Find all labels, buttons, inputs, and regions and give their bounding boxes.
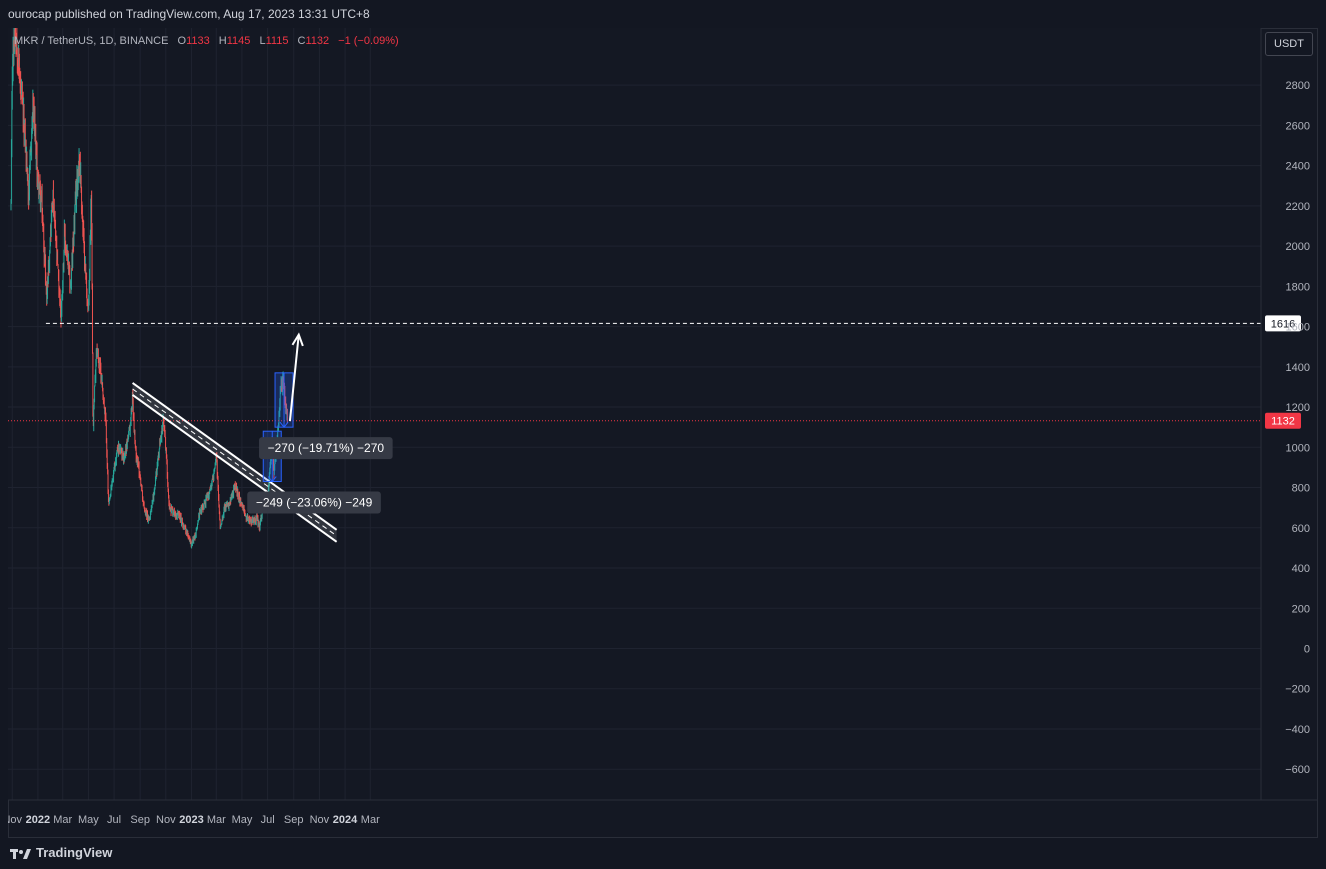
measure-label: −270 (−19.71%) −270: [268, 441, 385, 455]
price-tick-label: −600: [1285, 764, 1310, 776]
candles: [10, 28, 288, 549]
price-axis[interactable]: 2800260024002200200018001600140012001000…: [1260, 28, 1310, 800]
time-tick-label: Mar: [207, 814, 226, 826]
price-tick-label: 0: [1304, 644, 1310, 656]
high-label: H: [218, 35, 227, 47]
currency-button[interactable]: USDT: [1265, 32, 1313, 56]
price-tick-label: 1800: [1286, 281, 1310, 293]
price-tick-label: 1600: [1286, 322, 1310, 334]
price-tick-label: 1400: [1286, 362, 1310, 374]
time-tick-label: Sep: [284, 814, 304, 826]
price-tick-label: 2600: [1286, 120, 1310, 132]
last-price-badge: [1265, 412, 1301, 429]
time-tick-label: Nov: [310, 814, 330, 826]
tradingview-logo[interactable]: TradingView: [10, 845, 112, 860]
target-arrowhead: [291, 332, 304, 347]
measure-label-bg: [259, 437, 393, 460]
price-tick-label: 600: [1292, 523, 1310, 535]
low-value: 1115: [265, 35, 289, 47]
candlestick-chart[interactable]: 1132 1616 −249 (−23.06%) −249 −270 (−19.71%…: [8, 28, 1318, 838]
symbol-legend: MKR / TetherUS, 1D, BINANCE O1133 H1145 …: [14, 35, 399, 47]
horizontal-level-badge: [1265, 315, 1301, 332]
channel-lower-line[interactable]: [131, 394, 338, 543]
time-tick-label: 2024: [333, 814, 358, 826]
time-axis[interactable]: Nov2022MarMayJulSepNov2023MarMayJulSepNo…: [8, 799, 1318, 826]
price-tick-label: 1000: [1286, 442, 1310, 454]
time-tick-label: 2022: [26, 814, 50, 826]
open-label: O: [177, 35, 187, 47]
time-tick-label: May: [232, 814, 253, 826]
time-tick-label: Jul: [107, 814, 121, 826]
grid: [8, 28, 1261, 800]
measure-arrowhead: [279, 421, 289, 428]
time-tick-label: Nov: [8, 814, 23, 826]
change-value: −1 (−0.09%): [338, 35, 399, 47]
price-tick-label: 2000: [1286, 241, 1310, 253]
high-value: 1145: [226, 35, 251, 47]
price-tick-label: −400: [1285, 724, 1310, 736]
price-tick-label: 2200: [1286, 201, 1310, 213]
price-tick-label: 2800: [1286, 80, 1310, 92]
time-tick-label: Mar: [361, 814, 380, 826]
publisher-line: ourocap published on TradingView.com, Au…: [8, 7, 370, 21]
close-value: 1132: [305, 35, 330, 47]
price-tick-label: 200: [1292, 603, 1310, 615]
price-tick-label: 400: [1292, 563, 1310, 575]
plot-background: [8, 28, 1261, 800]
horizontal-level-label: 1616: [1271, 318, 1295, 330]
last-price-label: 1132: [1271, 416, 1295, 428]
drawings[interactable]: 1132 1616 −249 (−23.06%) −249 −270 (−19.71%…: [8, 315, 1301, 543]
price-tick-label: −200: [1285, 684, 1310, 696]
time-tick-label: Sep: [130, 814, 150, 826]
target-arrow[interactable]: [288, 334, 300, 422]
time-tick-label: 2023: [179, 814, 203, 826]
top-bar: ourocap published on TradingView.com, Au…: [0, 0, 1326, 28]
time-tick-label: Nov: [156, 814, 176, 826]
close-label: C: [297, 35, 306, 47]
time-tick-label: Mar: [53, 814, 72, 826]
measure-label: −249 (−23.06%) −249: [256, 496, 373, 510]
symbol-name[interactable]: MKR / TetherUS, 1D, BINANCE: [14, 35, 169, 47]
time-tick-label: May: [78, 814, 99, 826]
price-tick-label: 2400: [1286, 161, 1310, 173]
footer-bar: [0, 838, 1326, 869]
open-value: 1133: [186, 35, 210, 47]
measure-arrowhead: [267, 476, 277, 483]
tradingview-brand: TradingView: [36, 845, 113, 860]
tradingview-logo-icon: [10, 849, 31, 859]
price-tick-label: 800: [1292, 483, 1310, 495]
measure-label-bg: [247, 491, 381, 514]
low-label: L: [259, 35, 266, 47]
time-tick-label: Jul: [261, 814, 275, 826]
price-tick-label: 1200: [1286, 402, 1310, 414]
